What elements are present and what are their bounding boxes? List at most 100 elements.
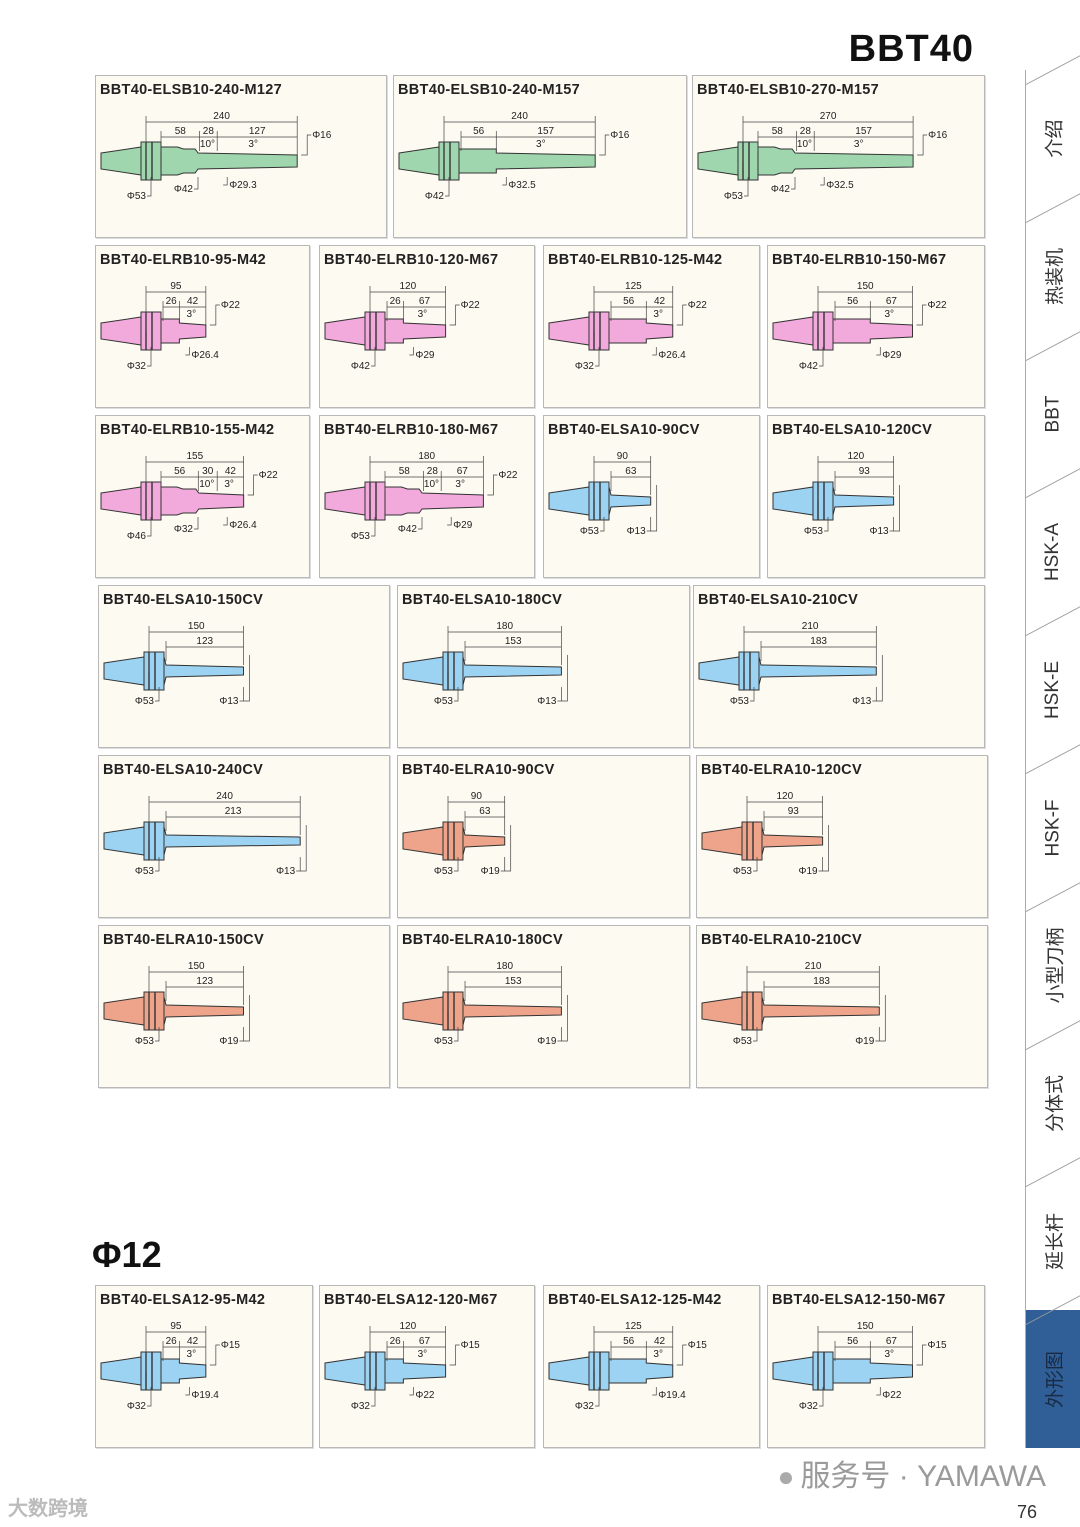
product-card[interactable]: BBT40-ELRA10-120CV 120 93 Φ53 Φ19: [696, 755, 988, 918]
diameter-label: Φ42: [425, 191, 445, 202]
taper-angle-label: 10°: [199, 479, 214, 490]
tab-0[interactable]: 介绍: [1026, 70, 1080, 208]
total-length-label: 240: [213, 111, 230, 122]
segment-length-label: 30: [202, 466, 214, 477]
tool-drawing: 210 183 Φ53 Φ13: [698, 621, 883, 707]
product-card[interactable]: BBT40-ELRB10-180-M67 180 58 28 67 10° 3° Φ22 Φ53…: [319, 415, 535, 578]
tab-9[interactable]: 外形图: [1026, 1310, 1080, 1448]
tip-diameter-leader: [209, 1344, 220, 1366]
product-card[interactable]: BBT40-ELSA12-120-M67 120 26 67 3° Φ15 Φ32 Φ22: [319, 1285, 535, 1448]
product-card[interactable]: BBT40-ELSB10-270-M157 270 58 28 157 10° 3° Φ16 Φ…: [692, 75, 985, 238]
diameter-label: Φ32: [127, 1401, 147, 1412]
diameter-leader: [147, 177, 152, 197]
tip-diameter-leader: [300, 825, 307, 872]
tool-body: [163, 656, 244, 686]
diameter-leader: [889, 517, 894, 532]
diameter-label: Φ22: [415, 1390, 435, 1401]
tool-drawing: 150 123 Φ53 Φ13: [103, 621, 250, 707]
tab-5[interactable]: HSK-F: [1026, 759, 1080, 897]
total-length-label: 270: [820, 111, 837, 122]
product-card[interactable]: BBT40-ELRA10-180CV 180 153 Φ53 Φ19: [397, 925, 690, 1088]
product-card[interactable]: BBT40-ELRB10-155-M42 155 56 30 42 10° 3° Φ22 Φ46…: [95, 415, 310, 578]
diameter-label: Φ19: [798, 866, 818, 877]
segment-length-label: 67: [457, 466, 469, 477]
product-model-title: BBT40-ELRA10-180CV: [402, 932, 563, 948]
diameter-leader: [447, 517, 452, 526]
tab-4[interactable]: HSK-E: [1026, 621, 1080, 759]
total-length-label: 150: [857, 281, 874, 292]
tab-1[interactable]: 热装机: [1026, 208, 1080, 346]
diameter-leader: [155, 1027, 160, 1042]
diameter-leader: [239, 687, 244, 702]
taper-angle-label: 10°: [424, 479, 439, 490]
diameter-label: Φ32.5: [826, 180, 854, 191]
product-card[interactable]: BBT40-ELRB10-150-M67 150 56 67 3° Φ22 Φ42 Φ29: [767, 245, 985, 408]
tool-drawing: 210 183 Φ53 Φ19: [701, 961, 886, 1047]
tip-diameter-leader: [504, 825, 512, 872]
diameter-label: Φ19: [481, 866, 501, 877]
product-card[interactable]: BBT40-ELSA12-125-M42 125 56 42 3° Φ15 Φ32 Φ19.4: [543, 1285, 760, 1448]
segment-length-label: 67: [886, 296, 898, 307]
tool-drawing: 150 123 Φ53 Φ19: [103, 961, 250, 1047]
tab-6[interactable]: 小型刀柄: [1026, 897, 1080, 1035]
watermark-text: 服务号 · YAMAWA: [800, 1460, 1046, 1493]
product-model-title: BBT40-ELRA10-120CV: [701, 762, 862, 778]
product-card[interactable]: BBT40-ELSA10-240CV 240 213 Φ53 Φ13: [98, 755, 390, 918]
diameter-leader: [502, 177, 507, 186]
diameter-label: Φ53: [135, 696, 155, 707]
tool-body: [384, 1358, 447, 1384]
product-card[interactable]: BBT40-ELRB10-95-M42 95 26 42 3° Φ22 Φ32 Φ26.4: [95, 245, 310, 408]
diameter-leader: [155, 857, 160, 872]
diameter-label: Φ53: [135, 866, 155, 877]
tool-drawing: 270 58 28 157 10° 3° Φ16 Φ53 Φ42 Φ32.5: [697, 111, 948, 202]
tab-2[interactable]: BBT: [1026, 346, 1080, 484]
diameter-label: Φ42: [799, 361, 819, 372]
product-card[interactable]: BBT40-ELSA10-90CV 90 63 Φ53 Φ13: [543, 415, 760, 578]
product-card[interactable]: BBT40-ELSA12-95-M42 95 26 42 3° Φ15 Φ32 Φ19.4: [95, 1285, 313, 1448]
tip-diameter-leader: [893, 485, 900, 532]
product-card[interactable]: BBT40-ELSA10-150CV 150 123 Φ53 Φ13: [98, 585, 390, 748]
tool-drawing: 120 93 Φ53 Φ13: [772, 451, 900, 537]
total-length-label: 210: [802, 621, 819, 632]
segment-length-label: 153: [505, 636, 522, 647]
flange: [741, 991, 763, 1031]
tool-body: [832, 318, 913, 344]
taper-angle-label: 3°: [418, 309, 428, 320]
tab-7[interactable]: 分体式: [1026, 1035, 1080, 1173]
tab-3[interactable]: HSK-A: [1026, 483, 1080, 621]
total-length-label: 125: [625, 281, 642, 292]
diameter-leader: [194, 517, 199, 530]
tool-drawing: 150 56 67 3° Φ22 Φ42 Φ29: [772, 281, 947, 372]
tip-diameter-leader: [879, 995, 886, 1042]
product-card[interactable]: BBT40-ELSA10-120CV 120 93 Φ53 Φ13: [767, 415, 985, 578]
product-card[interactable]: BBT40-ELSB10-240-M157 240 56 157 3° Φ16 Φ42 Φ32…: [393, 75, 687, 238]
product-model-title: BBT40-ELSA12-150-M67: [772, 1292, 946, 1308]
product-card[interactable]: BBT40-ELSB10-240-M127 240 58 28 127 10° 3° Φ16 Φ…: [95, 75, 387, 238]
tip-diameter-leader: [876, 655, 883, 702]
total-length-label: 210: [805, 961, 822, 972]
product-card[interactable]: BBT40-ELRA10-210CV 210 183 Φ53 Φ19: [696, 925, 988, 1088]
segment-length-label: 93: [788, 806, 800, 817]
taper-angle-label: 3°: [187, 309, 197, 320]
taper-shank: [324, 1356, 366, 1386]
product-card[interactable]: BBT40-ELSA10-180CV 180 153 Φ53 Φ13: [397, 585, 690, 748]
taper-shank: [324, 486, 366, 516]
taper-angle-label: 3°: [653, 1349, 663, 1360]
tab-8[interactable]: 延长杆: [1026, 1172, 1080, 1310]
tip-diameter-label: Φ15: [688, 1340, 708, 1351]
flange: [143, 821, 165, 861]
tool-body: [458, 148, 596, 174]
taper-shank: [100, 486, 142, 516]
segment-length-label: 26: [390, 296, 402, 307]
product-card[interactable]: BBT40-ELRA10-150CV 150 123 Φ53 Φ19: [98, 925, 390, 1088]
taper-shank: [548, 1356, 590, 1386]
segment-length-label: 58: [175, 126, 187, 137]
product-card[interactable]: BBT40-ELRB10-120-M67 120 26 67 3° Φ22 Φ42 Φ29: [319, 245, 535, 408]
tool-body: [160, 1358, 207, 1384]
diameter-leader: [147, 1387, 152, 1407]
product-card[interactable]: BBT40-ELRB10-125-M42 125 56 42 3° Φ22 Φ32 Φ26.4: [543, 245, 760, 408]
product-card[interactable]: BBT40-ELSA12-150-M67 150 56 67 3° Φ15 Φ32 Φ22: [767, 1285, 985, 1448]
tool-drawing: 90 63 Φ53 Φ19: [402, 791, 512, 877]
product-card[interactable]: BBT40-ELRA10-90CV 90 63 Φ53 Φ19: [397, 755, 690, 918]
product-card[interactable]: BBT40-ELSA10-210CV 210 183 Φ53 Φ13: [693, 585, 985, 748]
